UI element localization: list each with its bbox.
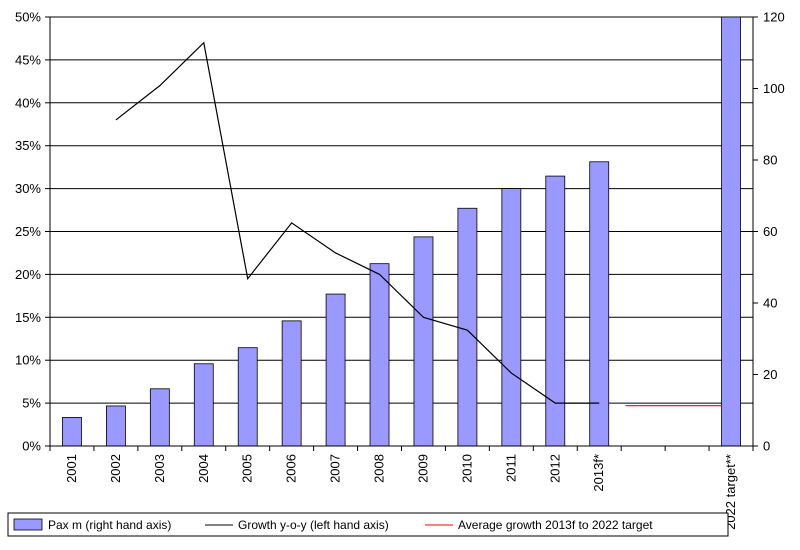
bar	[106, 405, 126, 447]
left-axis-tick-label: 20%	[15, 267, 41, 282]
category-tick-label: 2011	[503, 454, 518, 482]
left-axis-tick-labels: 0% 5% 10% 15% 20% 25% 30% 35% 40% 45% 50%	[15, 10, 41, 454]
legend-swatch-bar	[13, 518, 43, 531]
left-axis-tick-label: 35%	[15, 138, 41, 153]
bar	[62, 416, 82, 447]
category-tick-label: 2001	[64, 454, 79, 483]
category-tick-label: 2012	[547, 454, 562, 483]
left-axis-tick-label: 5%	[22, 396, 41, 411]
right-axis-tick-label: 60	[763, 224, 777, 239]
bar	[501, 188, 522, 447]
legend-label-average: Average growth 2013f to 2022 target	[458, 518, 653, 532]
bar	[721, 16, 741, 447]
bar	[545, 175, 566, 447]
category-tick-label: 2002	[108, 454, 123, 483]
category-tick-label: 2009	[415, 454, 430, 483]
right-axis-tick-labels: 0 20 40 60 80 100 120	[763, 10, 785, 454]
category-tick-label: 2008	[372, 454, 387, 483]
category-tick-label: 2003	[152, 454, 167, 483]
bar	[413, 236, 434, 447]
axes	[45, 16, 758, 451]
left-axis-tick-label: 0%	[22, 439, 41, 454]
line-series	[115, 41, 723, 407]
right-axis-tick-label: 40	[763, 296, 777, 311]
category-tick-label: 2010	[459, 454, 474, 483]
legend-label-pax: Pax m (right hand axis)	[48, 518, 171, 532]
right-axis-tick-label: 100	[763, 81, 785, 96]
legend-box	[7, 512, 729, 537]
bar-series	[62, 16, 741, 447]
left-axis-tick-label: 50%	[15, 10, 41, 25]
bar	[193, 363, 214, 447]
category-tick-label: 2022 target**	[723, 454, 738, 530]
growth-line	[115, 41, 600, 404]
left-axis-tick-label: 25%	[15, 224, 41, 239]
right-axis-tick-label: 120	[763, 10, 785, 25]
left-axis-tick-label: 40%	[15, 95, 41, 110]
right-axis-tick-label: 0	[763, 439, 770, 454]
bar	[281, 320, 302, 447]
category-tick-label: 2007	[328, 454, 343, 483]
bar	[457, 207, 478, 447]
category-tick-label: 2005	[240, 454, 255, 483]
legend: Pax m (right hand axis) Growth y-o-y (le…	[7, 512, 729, 537]
left-axis-tick-label: 15%	[15, 310, 41, 325]
category-tick-label: 2004	[196, 454, 211, 483]
bar	[237, 347, 258, 447]
legend-label-growth: Growth y-o-y (left hand axis)	[238, 518, 389, 532]
left-axis-tick-label: 30%	[15, 181, 41, 196]
right-axis-tick-label: 20	[763, 367, 777, 382]
right-axis-tick-label: 80	[763, 153, 777, 168]
bar	[149, 388, 170, 447]
category-tick-label: 2013f*	[591, 454, 606, 492]
left-axis-tick-label: 45%	[15, 52, 41, 67]
category-tick-label: 2006	[284, 454, 299, 483]
bar	[369, 263, 390, 447]
category-axis-tick-labels: 2001 2002 2003 2004 2005 2006 2007 2008 2009 2010…	[64, 454, 738, 530]
gridlines	[50, 16, 753, 404]
bar	[325, 293, 346, 447]
left-axis-tick-label: 10%	[15, 353, 41, 368]
